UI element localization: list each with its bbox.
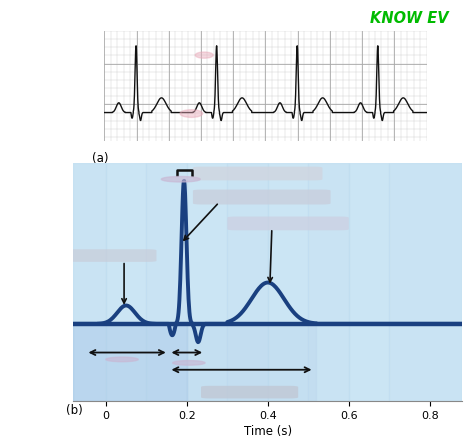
Bar <box>349 163 389 401</box>
Circle shape <box>195 52 213 58</box>
Circle shape <box>180 110 202 117</box>
Circle shape <box>106 357 138 362</box>
FancyBboxPatch shape <box>67 249 156 262</box>
X-axis label: Time (s): Time (s) <box>244 425 292 438</box>
Bar <box>268 163 308 401</box>
Circle shape <box>173 361 205 365</box>
FancyBboxPatch shape <box>201 386 298 398</box>
Bar <box>146 163 187 401</box>
FancyBboxPatch shape <box>193 167 322 180</box>
Bar <box>73 163 106 401</box>
Text: (b): (b) <box>66 404 83 416</box>
FancyBboxPatch shape <box>228 217 349 230</box>
Text: (a): (a) <box>92 152 109 165</box>
FancyBboxPatch shape <box>193 190 330 205</box>
Bar <box>187 163 228 401</box>
Circle shape <box>161 176 200 182</box>
Bar <box>389 163 462 401</box>
Bar <box>308 163 349 401</box>
Bar <box>106 163 146 401</box>
Text: KNOW EV: KNOW EV <box>370 11 448 26</box>
Bar <box>228 163 268 401</box>
